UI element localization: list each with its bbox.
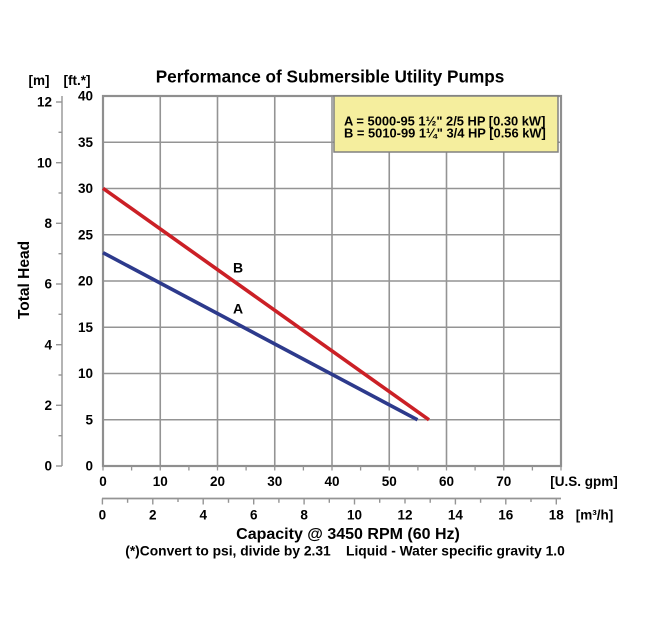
svg-text:70: 70	[496, 474, 511, 489]
svg-text:30: 30	[78, 181, 93, 196]
svg-text:8: 8	[44, 216, 52, 231]
svg-text:10: 10	[78, 366, 93, 381]
svg-text:2: 2	[44, 398, 52, 413]
svg-text:0: 0	[99, 508, 107, 523]
svg-text:5: 5	[85, 413, 93, 428]
svg-text:10: 10	[347, 508, 362, 523]
svg-text:A = 5000-95 1½" 2/5 HP [0.30 k: A = 5000-95 1½" 2/5 HP [0.30 kW]	[344, 114, 545, 129]
svg-text:Capacity @ 3450 RPM (60 Hz): Capacity @ 3450 RPM (60 Hz)	[236, 526, 460, 543]
svg-text:50: 50	[382, 474, 397, 489]
svg-text:(*)Convert to psi, divide by 2: (*)Convert to psi, divide by 2.31 Liquid…	[125, 544, 565, 559]
svg-text:18: 18	[549, 508, 565, 523]
svg-text:B: B	[233, 260, 243, 276]
svg-text:10: 10	[37, 155, 52, 170]
svg-text:20: 20	[78, 274, 93, 289]
svg-text:0: 0	[85, 459, 93, 474]
svg-text:6: 6	[44, 277, 52, 292]
svg-text:10: 10	[153, 474, 168, 489]
svg-text:Total Head: Total Head	[16, 241, 33, 319]
svg-text:A: A	[233, 300, 243, 316]
svg-text:12: 12	[397, 508, 412, 523]
svg-text:20: 20	[210, 474, 225, 489]
svg-text:[ft.*]: [ft.*]	[64, 73, 91, 88]
svg-text:6: 6	[250, 508, 258, 523]
svg-text:30: 30	[267, 474, 282, 489]
svg-text:35: 35	[78, 135, 94, 150]
svg-text:4: 4	[199, 508, 207, 523]
svg-text:8: 8	[300, 508, 308, 523]
svg-text:16: 16	[498, 508, 514, 523]
svg-text:Performance of Submersible Uti: Performance of Submersible Utility Pumps	[156, 67, 505, 87]
svg-text:B = 5010-99 1¼" 3/4 HP [0.56 k: B = 5010-99 1¼" 3/4 HP [0.56 kW]	[344, 126, 546, 141]
svg-text:[U.S. gpm]: [U.S. gpm]	[550, 474, 618, 489]
svg-text:[m³/h]: [m³/h]	[576, 508, 614, 523]
svg-text:0: 0	[99, 474, 107, 489]
svg-text:40: 40	[78, 89, 93, 104]
svg-text:60: 60	[439, 474, 454, 489]
svg-text:12: 12	[37, 95, 52, 110]
svg-text:0: 0	[44, 459, 52, 474]
svg-text:25: 25	[78, 228, 94, 243]
svg-text:15: 15	[78, 320, 94, 335]
svg-text:4: 4	[44, 337, 52, 352]
svg-text:40: 40	[324, 474, 339, 489]
svg-text:2: 2	[149, 508, 157, 523]
svg-text:14: 14	[448, 508, 464, 523]
svg-text:[m]: [m]	[29, 73, 50, 88]
